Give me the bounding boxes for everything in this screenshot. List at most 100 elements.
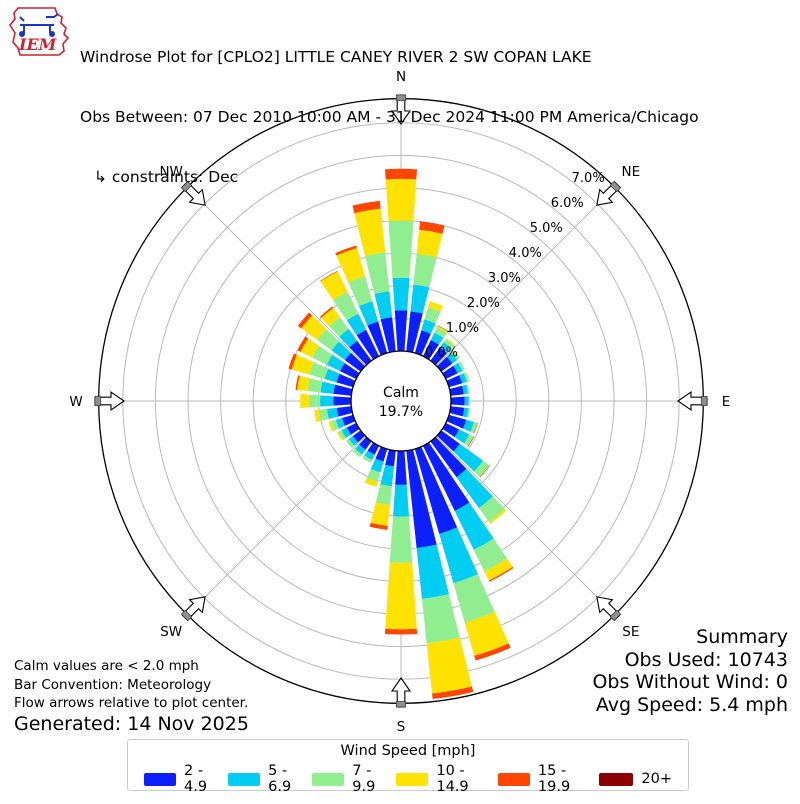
calm-label: Calm bbox=[383, 385, 419, 401]
wind-bar-segment bbox=[426, 637, 472, 694]
wind-bar-segment bbox=[380, 317, 396, 353]
wind-bar-segment bbox=[356, 329, 380, 360]
flow-arrow-tail-cap bbox=[609, 609, 622, 622]
wind-bar-segment bbox=[468, 396, 470, 406]
wind-bar-segment bbox=[341, 414, 356, 426]
wind-bar-segment bbox=[437, 356, 453, 372]
flow-arrow-tail-cap bbox=[180, 180, 193, 193]
wind-bar-segment bbox=[424, 307, 441, 324]
wind-bar-segment bbox=[466, 384, 470, 394]
wind-bar-segment bbox=[416, 229, 443, 258]
ring-percent-label: 7.0% bbox=[572, 171, 605, 186]
wind-bar-segment bbox=[335, 245, 357, 256]
iem-logo-text: IEM bbox=[18, 35, 58, 54]
legend-bin-label: 7 - 9.9 bbox=[352, 763, 376, 795]
wind-bar-segment bbox=[328, 421, 335, 432]
wind-bar-segment bbox=[326, 354, 345, 372]
legend-swatch-icon bbox=[312, 772, 345, 786]
compass-label: W bbox=[69, 394, 82, 410]
wind-bar-segment bbox=[297, 336, 309, 352]
wind-bar-segment bbox=[392, 277, 410, 311]
wind-bar-segment bbox=[449, 385, 464, 396]
compass-label: NE bbox=[621, 164, 640, 180]
wind-bar-segment bbox=[366, 469, 381, 482]
wind-bar-segment bbox=[436, 325, 448, 334]
wind-bar-segment bbox=[479, 465, 490, 478]
constraints-line: ↳ constraints: Dec bbox=[94, 168, 239, 186]
wind-bar-segment bbox=[410, 284, 430, 314]
wind-bar-segment bbox=[369, 522, 388, 530]
flow-arrow-tail-cap bbox=[396, 94, 406, 101]
wind-bar-segment bbox=[413, 254, 437, 288]
wind-bar-segment bbox=[464, 611, 509, 656]
wind-bar-segment bbox=[406, 449, 437, 548]
wind-bar-segment bbox=[370, 458, 384, 473]
wind-bar-segment bbox=[309, 362, 329, 379]
ring-percent-label: 5.0% bbox=[530, 221, 563, 236]
flow-arrow-tail-cap bbox=[396, 701, 406, 708]
wind-bar-segment bbox=[312, 345, 333, 365]
legend-swatch-icon bbox=[144, 772, 177, 786]
legend-swatch-icon bbox=[396, 772, 429, 786]
wind-bar-segment bbox=[406, 311, 423, 353]
wind-bar-segment bbox=[339, 328, 358, 348]
wind-bar-segment bbox=[466, 408, 471, 418]
wind-bar-segment bbox=[352, 200, 381, 214]
wind-bar-segment bbox=[464, 396, 469, 406]
wind-bar-segment bbox=[385, 562, 417, 630]
wind-bar-segment bbox=[320, 271, 348, 301]
wind-bar-segment bbox=[440, 342, 452, 354]
convention-note: Bar Convention: Meteorology bbox=[14, 676, 212, 693]
wind-bar-segment bbox=[348, 276, 373, 307]
wind-bar-segment bbox=[488, 566, 514, 582]
summary-obs-without-wind: Obs Without Wind: 0 bbox=[592, 671, 788, 693]
wind-bar-segment bbox=[443, 338, 455, 349]
wind-bar-segment bbox=[318, 408, 329, 421]
wind-bar-segment bbox=[337, 431, 344, 441]
ring-percent-label: 4.0% bbox=[509, 246, 542, 261]
wind-bar-segment bbox=[470, 422, 478, 434]
footnotes: Calm values are < 2.0 mph Bar Convention… bbox=[14, 657, 249, 735]
wind-bar-segment bbox=[385, 178, 417, 222]
weather-station-icon bbox=[19, 13, 59, 37]
wind-bar-segment bbox=[367, 321, 388, 356]
grid-spoke bbox=[436, 186, 616, 366]
plot-title: Windrose Plot for [CPLO2] LITTLE CANEY R… bbox=[80, 48, 592, 66]
wind-bar-segment bbox=[364, 477, 378, 487]
flow-arrow-tail-cap bbox=[701, 396, 708, 406]
legend-bin-label: 5 - 6.9 bbox=[268, 763, 292, 795]
wind-bar-segment bbox=[333, 384, 353, 396]
wind-bar-segment bbox=[474, 460, 490, 477]
summary-title: Summary bbox=[696, 626, 788, 648]
wind-bar-segment bbox=[364, 252, 390, 294]
wind-bar-segment bbox=[320, 270, 338, 282]
wind-bar-segment bbox=[300, 338, 319, 358]
wind-bar-segment bbox=[321, 307, 340, 327]
wind-speed-legend: Wind Speed [mph] 2 - 4.9 5 - 6.9 7 - 9.9 10… bbox=[127, 739, 689, 795]
wind-bar-segment bbox=[442, 422, 460, 438]
wind-bar-segment bbox=[308, 394, 321, 408]
wind-bar-segment bbox=[439, 527, 478, 584]
ring-percent-label: 2.0% bbox=[467, 296, 500, 311]
wind-bar-segment bbox=[467, 436, 475, 447]
calm-circle bbox=[350, 350, 452, 452]
iem-logo: IEM bbox=[6, 3, 74, 67]
wind-bar-segment bbox=[459, 373, 467, 384]
legend-item: 2 - 4.9 bbox=[144, 763, 228, 795]
wind-bar-segment bbox=[384, 628, 418, 635]
wind-bar-segment bbox=[362, 455, 373, 463]
wind-bar-segment bbox=[388, 220, 414, 278]
ring-percent-label: 1.0% bbox=[446, 321, 479, 336]
arrows-note: Flow arrows relative to plot center. bbox=[14, 695, 249, 711]
wind-bar-segment bbox=[446, 375, 463, 388]
wind-bar-segment bbox=[432, 686, 474, 700]
wind-bar-segment bbox=[464, 434, 474, 447]
wind-bar-segment bbox=[317, 328, 340, 351]
wind-bar-segment bbox=[320, 381, 336, 394]
wind-bar-segment bbox=[336, 248, 366, 283]
wind-bar-segment bbox=[314, 409, 321, 423]
legend-item: 20+ bbox=[599, 771, 672, 787]
compass-label: E bbox=[722, 394, 731, 410]
